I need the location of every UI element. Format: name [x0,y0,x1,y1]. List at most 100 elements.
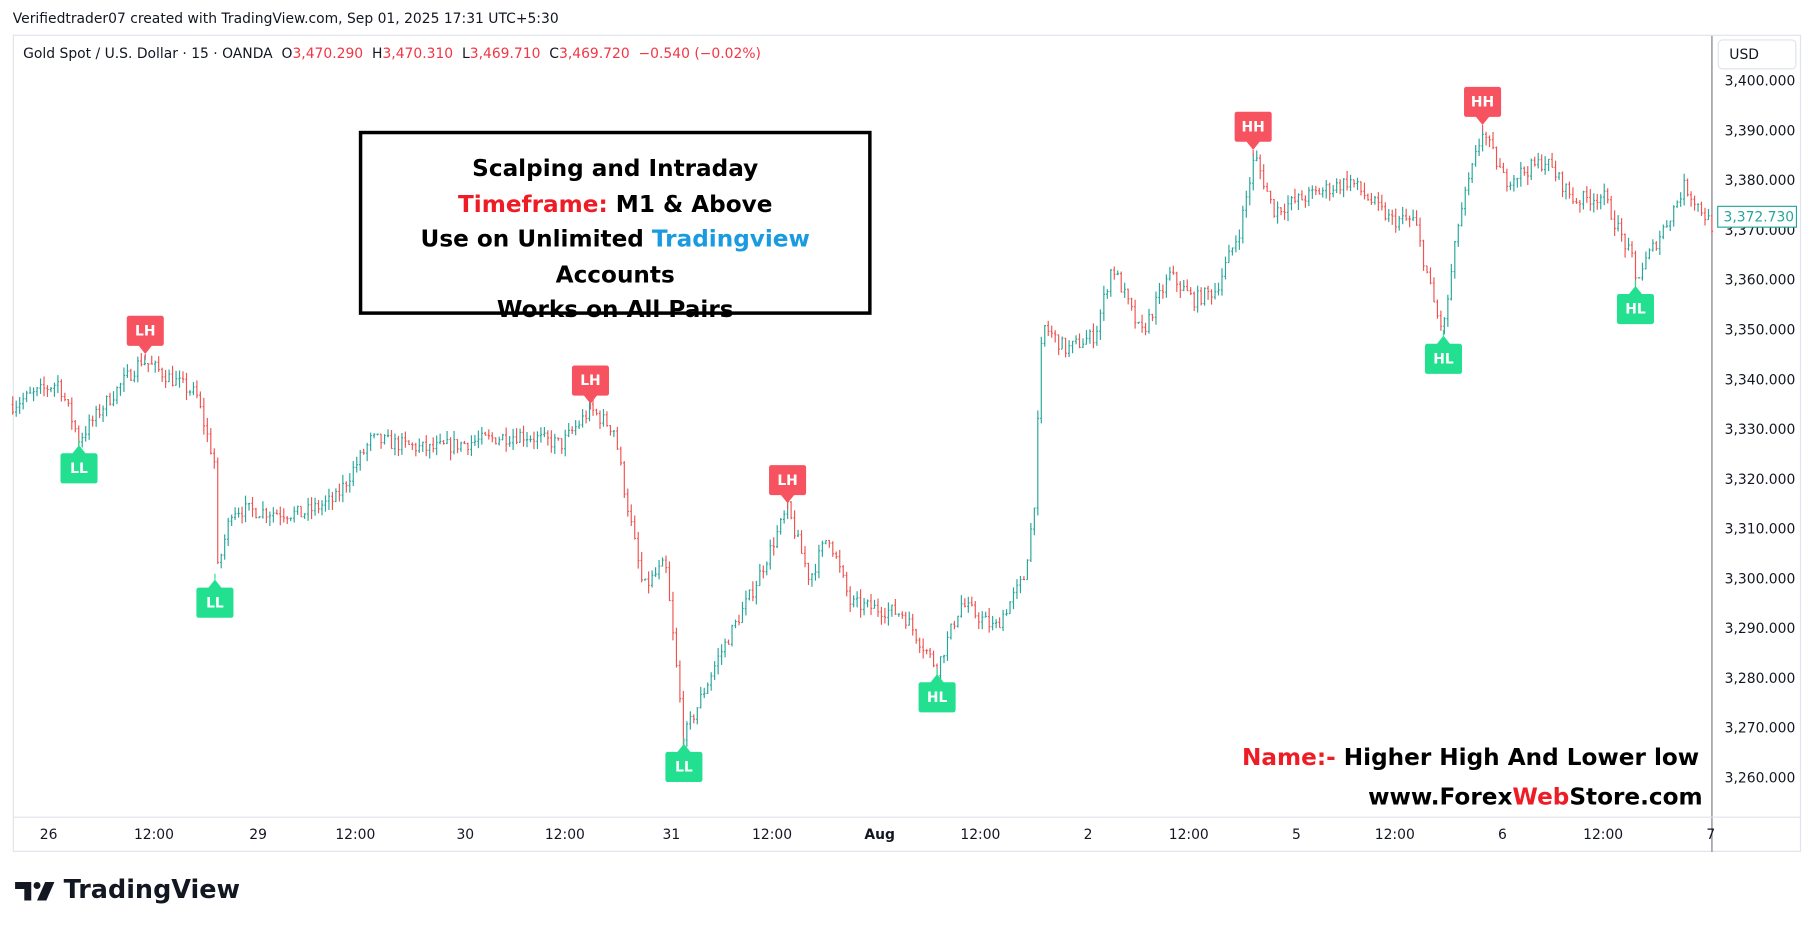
ohlc-bar [94,405,98,427]
ohlc-bar [206,417,209,443]
ohlc-bar [237,507,240,518]
ohlc-bar [418,438,421,453]
ohlc-bar [730,624,734,647]
ohlc-bar [470,435,473,456]
ohlc-bar [1071,340,1074,354]
ohlc-bar [1387,209,1390,223]
ohlc-bar [157,356,160,372]
symbol-name[interactable]: Gold Spot / U.S. Dollar · 15 · OANDA [23,45,273,62]
ohlc-bar [334,488,338,503]
indicator-name: Name:- Higher High And Lower low [1242,743,1699,771]
swing-label-lh[interactable]: LH [126,315,164,360]
swing-label-lh[interactable]: LH [769,465,807,510]
ohlc-bar [477,430,480,449]
ohlc-bar [1464,186,1467,216]
open-value: 3,470.290 [292,45,364,62]
name-value: Higher High And Lower low [1335,743,1700,771]
ohlc-bar [345,481,348,493]
price-tick-label: 3,350.000 [1725,323,1796,339]
ohlc-bar [1540,154,1543,172]
ohlc-bar [192,381,195,396]
swing-label-hh[interactable]: HH [1234,111,1272,156]
ohlc-bar [108,392,112,406]
ohlc-bar [411,442,414,450]
ohlc-bar [383,434,386,445]
tradingview-logo[interactable]: TradingView [15,876,240,905]
last-price-label: 3,372.730 [1724,209,1795,225]
swing-label-ll[interactable]: LL [665,738,703,783]
ohlc-bar [1408,215,1411,228]
ohlc-bar [508,435,511,447]
swing-label-text: HH [1471,94,1494,110]
ohlc-bar [199,391,202,409]
ohlc-bar [883,607,887,624]
promo-line-4: Works on All Pairs [496,295,734,323]
ohlc-bar [977,612,980,630]
ohlc-bar [1373,195,1377,205]
ohlc-bar [560,438,563,454]
ohlc-bar [1411,209,1415,222]
ohlc-bar [386,429,390,438]
ohlc-bar [1404,208,1408,221]
ohlc-bar [223,534,226,560]
ohlc-bar [1377,192,1380,211]
swing-label-hh[interactable]: HH [1464,86,1502,131]
ohlc-bar [129,368,133,381]
swing-label-ll[interactable]: LL [60,439,98,484]
ohlc-bar [1610,195,1613,220]
ohlc-bar [821,540,824,557]
ohlc-bar [1398,215,1401,231]
ohlc-bar [1290,195,1293,211]
ohlc-bar [908,611,911,626]
ohlc-bar [1488,135,1491,148]
swing-label-text: LL [675,760,693,776]
ohlc-bar [1210,289,1213,305]
swing-label-lh[interactable]: LH [571,365,609,410]
ohlc-bar [1672,205,1675,227]
ohlc-bar [921,638,925,659]
swing-label-hl[interactable]: HL [918,668,956,713]
ohlc-bar [942,654,946,664]
ohlc-bar [741,601,744,624]
time-axis[interactable]: 26 12:00 29 12:00 30 12:00 31 12:00 Aug 12:00 2 12:… [40,827,1715,843]
ohlc-bar [84,426,87,442]
time-tick-label: 12:00 [134,827,174,843]
promo-line-2: Timeframe: M1 & Above [362,186,868,221]
ohlc-bar [327,488,331,510]
ohlc-bar [279,506,282,526]
ohlc-bar [699,686,702,709]
ohlc-bar [1630,241,1634,258]
ohlc-bar [484,431,487,436]
ohlc-bar [852,595,855,608]
swing-label-hl[interactable]: HL [1616,280,1654,325]
ohlc-bar [70,397,73,430]
ohlc-bar [112,391,115,407]
ohlc-bar [1130,297,1133,311]
ohlc-bar [1380,194,1383,211]
ohlc-bar [101,405,105,423]
ohlc-bar [953,620,956,630]
swing-label-hl[interactable]: HL [1424,329,1462,374]
ohlc-bar [160,367,164,382]
ohlc-bar [1259,154,1262,180]
ohlc-bar [1123,282,1126,298]
open-label: O [281,45,293,62]
price-axis[interactable]: 3,400.0003,390.0003,380.0003,370.0003,36… [1717,74,1798,787]
name-label: Name:- [1242,743,1336,771]
ohlc-bar [432,437,435,453]
ohlc-bar [352,461,355,487]
ohlc-bar [63,392,67,402]
ohlc-bar [1047,320,1050,336]
swing-label-ll[interactable]: LL [196,573,234,618]
ohlc-bar [849,586,852,613]
ohlc-bar [994,619,998,629]
currency-button[interactable]: USD [1717,39,1797,70]
ohlc-bar [862,597,866,616]
ohlc-bar [195,380,199,399]
ohlc-bar [1561,171,1564,198]
ohlc-bar [1446,294,1450,327]
ohlc-bar [876,598,880,617]
ohlc-bar [1627,237,1630,251]
ohlc-bar [1342,178,1345,198]
